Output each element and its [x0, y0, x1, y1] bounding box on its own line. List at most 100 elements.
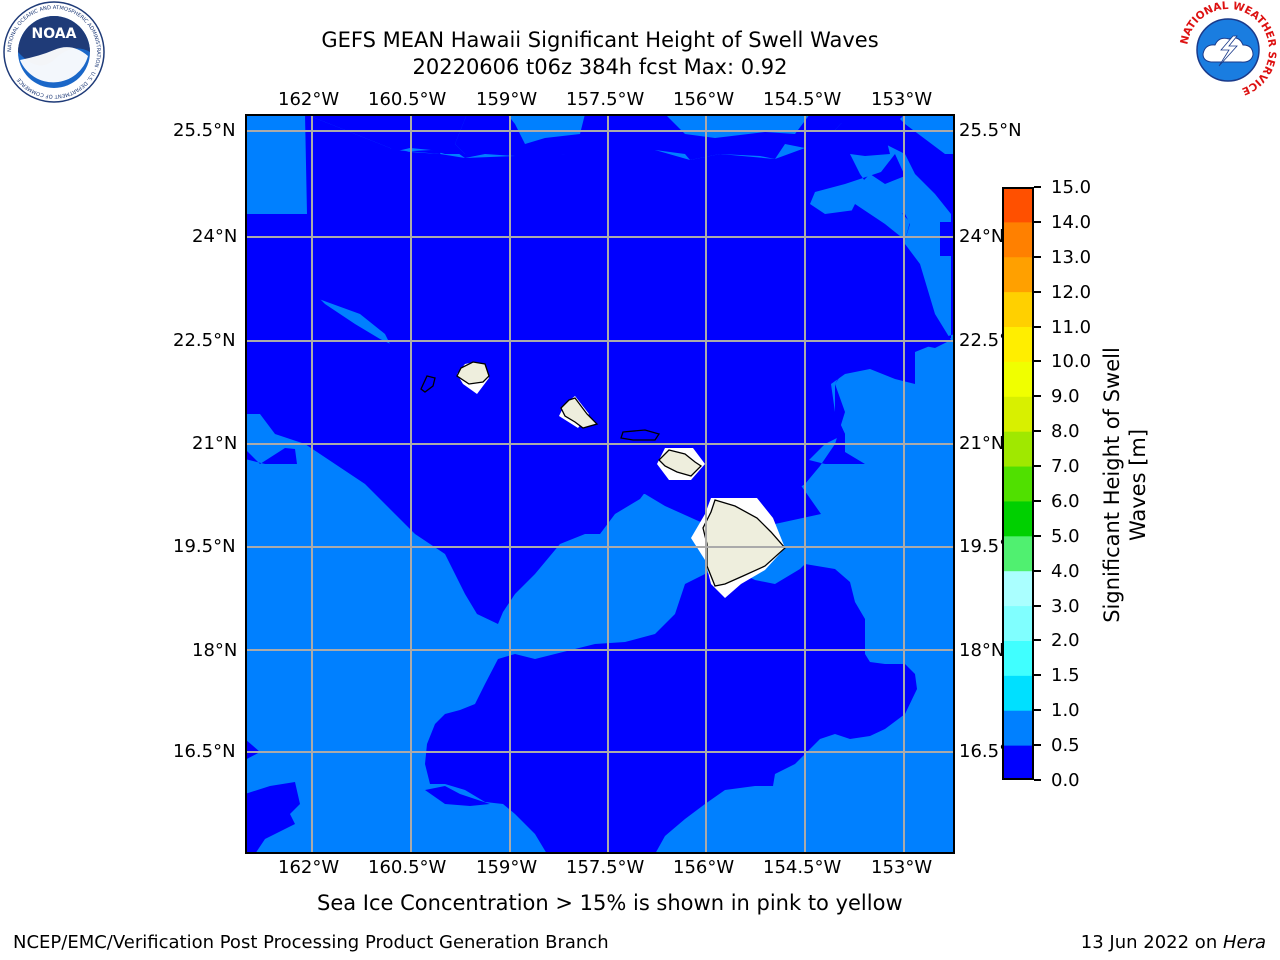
- lon-label-top: 159°W: [476, 89, 538, 110]
- colorbar-swatch: [1002, 675, 1034, 711]
- colorbar-tick-label: 15.0: [1051, 177, 1092, 198]
- chart-subtitle: 20220606 t06z 384h fcst Max: 0.92: [412, 55, 788, 79]
- colorbar-tick-mark: [1034, 290, 1041, 293]
- swell-band-light-top-left: [245, 114, 307, 214]
- colorbar-swatch: [1002, 326, 1034, 362]
- swell-band-dark-south: [425, 564, 917, 854]
- lat-label-left: 24°N: [192, 226, 238, 247]
- swell-band-dark-main: [305, 114, 850, 160]
- sea-ice-caption: Sea Ice Concentration > 15% is shown in …: [317, 891, 903, 915]
- colorbar-tick-mark: [1034, 709, 1041, 712]
- lon-label-top: 153°W: [871, 89, 933, 110]
- colorbar-tick-mark: [1034, 779, 1041, 781]
- noaa-logo-text: NOAA: [32, 26, 77, 42]
- colorbar-tick-mark: [1034, 534, 1041, 537]
- colorbar-tick-label: 13.0: [1051, 246, 1092, 268]
- colorbar-tick-label: 11.0: [1051, 316, 1092, 338]
- noaa-logo: NATIONAL OCEANIC AND ATMOSPHERIC ADMINIS…: [2, 0, 106, 104]
- colorbar-swatch: [1002, 361, 1034, 397]
- colorbar-swatch: [1002, 187, 1034, 223]
- colorbar-tick-label: 0.0: [1051, 770, 1080, 791]
- colorbar-tick-label: 12.0: [1051, 281, 1092, 303]
- nws-logo: NATIONAL WEATHER SERVICE: [1177, 0, 1279, 100]
- colorbar-tick-mark: [1034, 465, 1041, 468]
- colorbar: [1002, 187, 1034, 781]
- colorbar-tick-label: 4.0: [1051, 560, 1080, 582]
- colorbar-tick-label: 10.0: [1051, 351, 1092, 373]
- colorbar-label-line1: Significant Height of Swell: [1100, 347, 1124, 623]
- colorbar-swatch: [1002, 605, 1034, 641]
- lat-label-left: 25.5°N: [173, 120, 236, 141]
- colorbar-swatch: [1002, 291, 1034, 328]
- lat-label-right: 24°N: [959, 226, 1005, 247]
- niihau-island: [420, 375, 436, 393]
- lon-label-top: 157.5°W: [566, 89, 645, 110]
- lat-label-right: 18°N: [959, 640, 1005, 661]
- lat-label-left: 19.5°N: [173, 536, 236, 557]
- footer-machine: Hera: [1222, 932, 1266, 953]
- colorbar-tick-mark: [1034, 744, 1041, 747]
- lon-label-top: 162°W: [278, 89, 340, 110]
- colorbar-label: Significant Height of Swell Waves [m]: [1095, 190, 1155, 780]
- colorbar-tick-label: 3.0: [1051, 595, 1080, 617]
- swell-band-dark-east-notch: [940, 222, 955, 256]
- colorbar-label-line2: Waves [m]: [1126, 429, 1150, 541]
- colorbar-swatch: [1002, 466, 1034, 502]
- colorbar-tick-label: 6.0: [1051, 490, 1080, 512]
- colorbar-swatch: [1002, 221, 1034, 258]
- colorbar-tick-mark: [1034, 430, 1041, 433]
- colorbar-tick-mark: [1034, 674, 1041, 677]
- colorbar-tick-label: 8.0: [1051, 421, 1080, 443]
- colorbar-tick-label: 1.5: [1051, 665, 1080, 687]
- colorbar-tick-label: 1.0: [1051, 700, 1080, 722]
- lat-label-left: 16.5°N: [173, 741, 236, 762]
- lon-label-bottom: 153°W: [871, 857, 933, 878]
- chart-title: GEFS MEAN Hawaii Significant Height of S…: [321, 28, 879, 52]
- colorbar-swatch: [1002, 256, 1034, 293]
- colorbar-swatch: [1002, 640, 1034, 676]
- map-panel: [245, 114, 955, 854]
- lon-label-bottom: 154.5°W: [763, 857, 842, 878]
- molokai-island: [620, 429, 661, 441]
- lat-label-left: 22.5°N: [173, 330, 236, 351]
- colorbar-swatch: [1002, 710, 1034, 746]
- lon-label-top: 156°W: [673, 89, 735, 110]
- lat-label-right: 25.5°N: [959, 120, 1022, 141]
- colorbar-tick-label: 2.0: [1051, 630, 1080, 652]
- colorbar-tick-mark: [1034, 639, 1041, 642]
- colorbar-tick-mark: [1034, 569, 1041, 572]
- graticule: [245, 114, 955, 854]
- swell-band-dark-southwest: [245, 782, 300, 854]
- swell-band-dark-west: [245, 448, 297, 464]
- colorbar-tick-mark: [1034, 186, 1041, 188]
- lon-label-bottom: 157.5°W: [566, 857, 645, 878]
- swell-band-dark-south-pocket: [425, 786, 490, 806]
- big-island-land: [702, 499, 786, 587]
- swell-band-dark-body: [245, 114, 955, 624]
- colorbar-swatch: [1002, 745, 1034, 781]
- colorbar-swatch: [1002, 500, 1034, 537]
- lon-label-top: 154.5°W: [763, 89, 842, 110]
- colorbar-tick-label: 0.5: [1051, 735, 1080, 757]
- colorbar-swatch: [1002, 535, 1034, 572]
- lat-label-left: 18°N: [192, 640, 238, 661]
- swell-band-dark-southwest-2: [245, 739, 260, 760]
- map-frame: [245, 114, 955, 854]
- swell-band-dark-center: [245, 114, 951, 534]
- colorbar-swatches: [1002, 187, 1034, 781]
- kauai-island-land: [456, 361, 490, 385]
- lon-label-top: 160.5°W: [368, 89, 447, 110]
- colorbar-swatch: [1002, 396, 1034, 432]
- colorbar-tick-mark: [1034, 325, 1041, 328]
- maui-island-land: [658, 449, 703, 477]
- lon-label-bottom: 160.5°W: [368, 857, 447, 878]
- colorbar-swatch: [1002, 431, 1034, 467]
- colorbar-tick-mark: [1034, 604, 1041, 607]
- colorbar-tick-mark: [1034, 499, 1041, 502]
- swell-height-map: [245, 114, 955, 854]
- colorbar-tick-label: 9.0: [1051, 386, 1080, 408]
- colorbar-tick-mark: [1034, 220, 1041, 223]
- oahu-island-land: [560, 397, 599, 429]
- colorbar-swatch: [1002, 570, 1034, 607]
- lat-label-right: 21°N: [959, 433, 1005, 454]
